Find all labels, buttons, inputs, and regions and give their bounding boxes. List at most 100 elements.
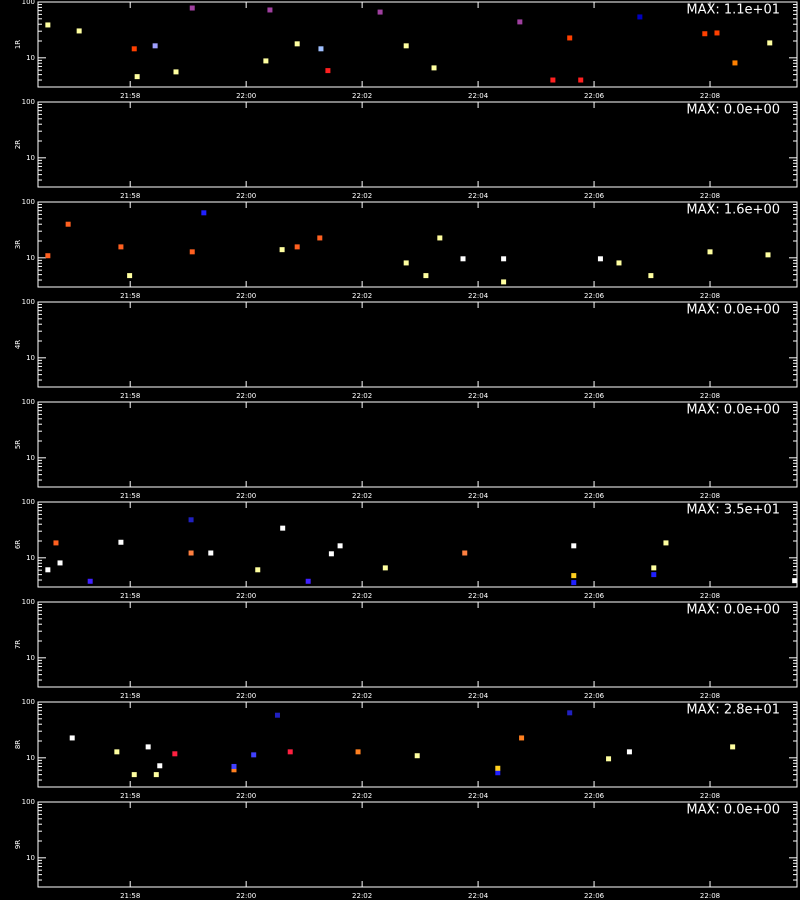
x-tick-label: 22:00 <box>236 292 256 300</box>
y-axis-label: 2R <box>14 140 22 149</box>
x-tick-label: 22:00 <box>236 592 256 600</box>
data-point <box>118 244 124 250</box>
x-tick-label: 22:04 <box>468 292 489 300</box>
y-tick-label: 100 <box>22 198 35 206</box>
y-tick-label: 100 <box>22 798 35 806</box>
x-tick-label: 22:00 <box>236 692 256 700</box>
x-tick-label: 22:04 <box>468 92 489 100</box>
data-point <box>517 19 523 25</box>
data-point <box>495 765 501 771</box>
data-point <box>153 772 159 778</box>
x-tick-label: 22:00 <box>236 792 256 800</box>
data-point <box>437 235 443 241</box>
x-tick-label: 22:02 <box>352 692 372 700</box>
x-tick-label: 22:02 <box>352 792 372 800</box>
x-tick-label: 22:02 <box>352 292 372 300</box>
data-point <box>45 22 51 28</box>
x-tick-label: 21:58 <box>120 492 140 500</box>
x-tick-label: 22:08 <box>700 592 720 600</box>
data-point <box>567 35 573 41</box>
data-point <box>651 572 657 578</box>
data-point <box>648 273 654 279</box>
data-point <box>152 43 158 49</box>
data-point <box>501 256 507 262</box>
data-point <box>567 710 573 716</box>
data-point <box>377 9 383 15</box>
plot-frame <box>37 801 798 888</box>
data-point <box>45 567 51 573</box>
x-tick-label: 22:00 <box>236 492 256 500</box>
x-tick-label: 22:04 <box>468 192 489 200</box>
data-point <box>305 578 311 584</box>
data-point <box>460 256 466 262</box>
data-point <box>294 244 300 250</box>
data-point <box>208 550 214 556</box>
data-point <box>231 763 237 769</box>
data-point <box>294 41 300 47</box>
plot-frame <box>37 101 798 188</box>
x-tick-label: 22:06 <box>584 292 605 300</box>
plot-frame <box>37 501 798 588</box>
data-point <box>792 578 798 584</box>
data-point <box>423 273 429 279</box>
data-point <box>280 525 286 531</box>
data-point <box>131 772 137 778</box>
data-point <box>663 540 669 546</box>
x-tick-label: 21:58 <box>120 92 140 100</box>
x-tick-label: 22:02 <box>352 592 372 600</box>
data-point <box>76 28 82 34</box>
data-point <box>274 712 280 718</box>
data-point <box>616 260 622 266</box>
max-annotation: MAX: 0.0e+00 <box>686 103 780 118</box>
x-tick-label: 22:02 <box>352 92 372 100</box>
x-tick-label: 22:08 <box>700 92 720 100</box>
data-point <box>263 58 269 64</box>
x-tick-label: 22:06 <box>584 492 605 500</box>
data-point <box>571 543 577 549</box>
data-point <box>355 749 361 755</box>
max-annotation: MAX: 1.1e+01 <box>686 3 780 18</box>
plot-frame <box>37 1 798 88</box>
plot-frame <box>37 701 798 788</box>
y-tick-label: 10 <box>26 754 35 762</box>
data-point <box>231 767 237 773</box>
x-tick-label: 22:04 <box>468 692 489 700</box>
x-tick-label: 22:00 <box>236 192 256 200</box>
data-point <box>45 253 51 259</box>
y-tick-label: 100 <box>22 598 35 606</box>
x-tick-label: 22:08 <box>700 492 720 500</box>
max-annotation: MAX: 0.0e+00 <box>686 803 780 818</box>
data-point <box>571 580 577 586</box>
y-axis-label: 3R <box>14 240 22 249</box>
data-point <box>188 517 194 523</box>
y-tick-label: 10 <box>26 354 35 362</box>
data-point <box>707 249 713 255</box>
data-point <box>578 77 584 83</box>
data-point <box>325 68 331 74</box>
x-tick-label: 22:02 <box>352 192 372 200</box>
data-point <box>318 46 324 52</box>
y-axis-label: 6R <box>14 540 22 549</box>
plot-frame <box>37 301 798 388</box>
data-point <box>114 749 120 755</box>
y-axis-label: 8R <box>14 740 22 749</box>
y-tick-label: 10 <box>26 654 35 662</box>
x-tick-label: 22:02 <box>352 492 372 500</box>
x-tick-label: 21:58 <box>120 192 140 200</box>
y-tick-label: 10 <box>26 854 35 862</box>
data-point <box>403 260 409 266</box>
y-tick-label: 10 <box>26 554 35 562</box>
y-axis-label: 5R <box>14 440 22 449</box>
x-tick-label: 22:04 <box>468 792 489 800</box>
x-tick-label: 21:58 <box>120 692 140 700</box>
x-tick-label: 22:00 <box>236 892 256 900</box>
data-point <box>571 573 577 579</box>
x-tick-label: 22:06 <box>584 392 605 400</box>
y-tick-label: 100 <box>22 498 35 506</box>
x-tick-label: 22:06 <box>584 792 605 800</box>
data-point <box>328 551 334 557</box>
y-tick-label: 100 <box>22 98 35 106</box>
y-tick-label: 10 <box>26 154 35 162</box>
x-tick-label: 22:08 <box>700 192 720 200</box>
